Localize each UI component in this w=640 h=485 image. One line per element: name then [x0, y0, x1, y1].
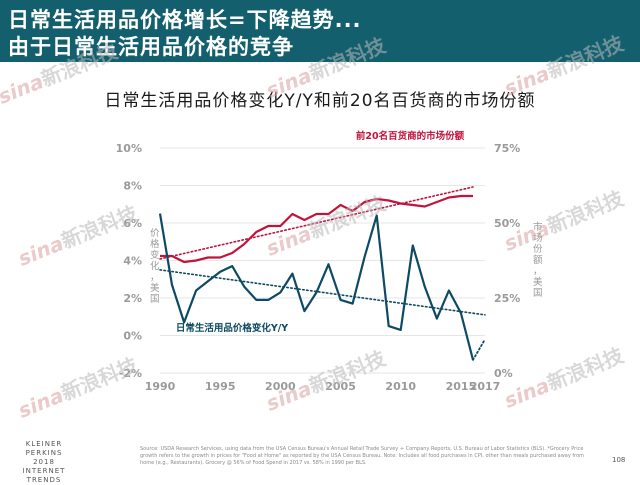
banner-title-line-1: 日常生活用品价格增长=下降趋势... — [8, 8, 362, 32]
left-axis-label: 价格变化，美国 — [150, 228, 160, 305]
page-number: 108 — [612, 456, 626, 464]
series-projection-line — [472, 338, 486, 361]
x-tick-label: 2010 — [385, 380, 416, 393]
x-tick-label: 2015 — [446, 380, 477, 393]
trendline — [159, 269, 486, 316]
left-tick-label: 8% — [123, 180, 142, 193]
x-tick-label: 1990 — [145, 380, 176, 393]
series-line-1 — [158, 213, 475, 361]
left-tick-label: 10% — [116, 142, 142, 155]
right-tick-label: 75% — [494, 142, 520, 155]
x-tick-label: 1995 — [205, 380, 236, 393]
source-note: Source: USDA Research Services, using da… — [140, 446, 585, 466]
x-tick-label: 2000 — [265, 380, 296, 393]
left-tick-label: 2% — [123, 292, 142, 305]
trendline — [159, 186, 474, 260]
banner-title-line-2: 由于日常生活用品价格的竞争 — [8, 35, 294, 59]
kleiner-perkins-logo: KLEINER PERKINS 2018 INTERNET TRENDS — [22, 440, 66, 484]
series-label-market-share: 前20名百货商的市场份额 — [356, 130, 465, 142]
chart-title: 日常生活用品价格变化Y/Y和前20名百货商的市场份额 — [104, 91, 536, 111]
right-tick-label: 25% — [494, 292, 520, 305]
left-tick-label: 0% — [123, 330, 142, 343]
x-tick-label: 2017 — [470, 380, 501, 393]
right-tick-label: 50% — [494, 217, 520, 230]
left-tick-label: 6% — [123, 217, 142, 230]
x-tick-label: 2005 — [325, 380, 356, 393]
left-tick-label: 4% — [123, 255, 142, 268]
series-label-price-change: 日常生活用品价格变化Y/Y — [176, 322, 288, 334]
left-tick-label: -2% — [119, 367, 142, 380]
title-banner: 日常生活用品价格增长=下降趋势... 由于日常生活用品价格的竞争 — [0, 0, 640, 62]
right-tick-label: 0% — [494, 367, 513, 380]
series-line-0 — [160, 194, 473, 264]
right-axis-label: 市场份额，美国 — [533, 221, 543, 299]
